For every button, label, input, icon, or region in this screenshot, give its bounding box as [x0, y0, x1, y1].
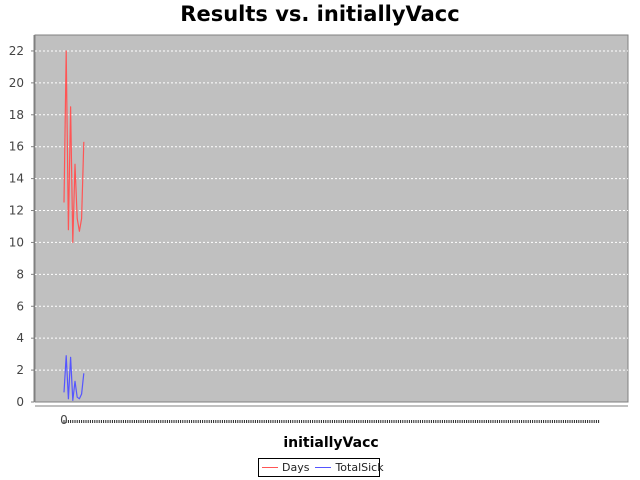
- y-tick-label: 18: [9, 108, 24, 122]
- legend-item: Days: [262, 461, 309, 474]
- x-axis-label: initiallyVacc: [283, 435, 378, 451]
- y-tick-label: 2: [16, 363, 24, 377]
- legend: Days TotalSick: [258, 458, 384, 477]
- y-tick-label: 8: [16, 267, 24, 281]
- series-lines: [63, 50, 85, 401]
- series-line-days: [63, 50, 85, 243]
- legend-label: Days: [282, 461, 310, 474]
- legend-swatch: [315, 467, 332, 468]
- y-tick-label: 14: [9, 172, 24, 186]
- legend-item: TotalSick: [315, 461, 384, 474]
- y-tick-label: 16: [9, 140, 24, 154]
- y-tick-label: 10: [9, 235, 24, 249]
- plot-area: [34, 34, 629, 403]
- x-axis: 0: [35, 405, 628, 427]
- y-tick-label: 12: [9, 204, 24, 218]
- y-tick-label: 20: [9, 76, 24, 90]
- y-axis: 0 2 4 6 8 10 12 14 16 18 20 22: [9, 35, 35, 409]
- y-tick-label: 6: [16, 299, 24, 313]
- y-tick-label: 4: [16, 331, 24, 345]
- grid-lines: [35, 50, 628, 371]
- legend-label: TotalSick: [335, 461, 384, 474]
- chart-title: Results vs. initiallyVacc: [180, 2, 460, 26]
- y-tick-label: 0: [16, 395, 24, 409]
- series-line-totalsick: [63, 355, 85, 401]
- legend-swatch: [262, 467, 278, 468]
- y-tick-label: 22: [9, 44, 24, 58]
- x-tick-label: 0: [60, 413, 68, 427]
